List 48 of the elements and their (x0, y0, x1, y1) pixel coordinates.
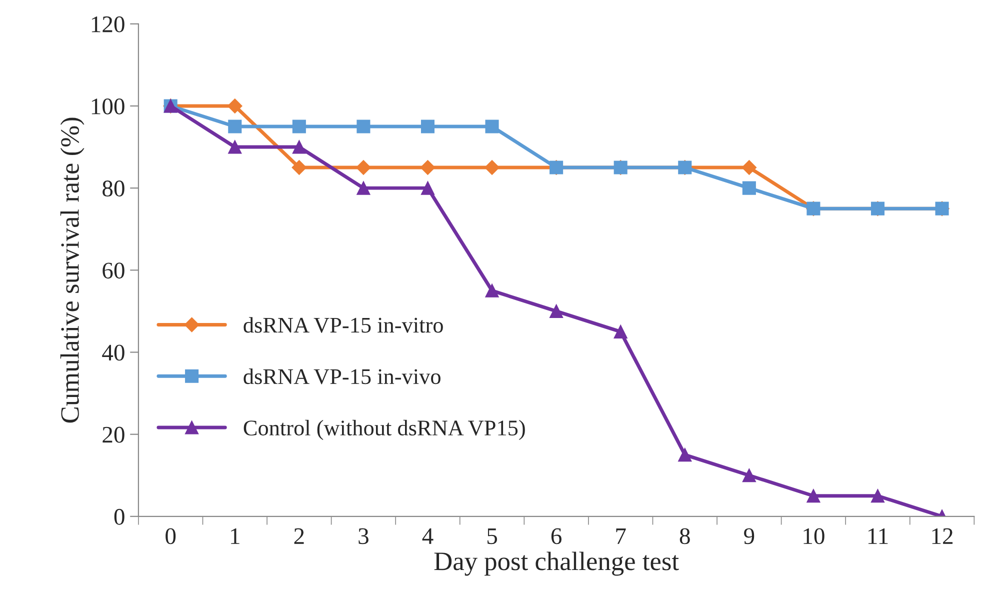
point (292, 120, 306, 134)
x-tick-label: 8 (680, 528, 690, 544)
y-tick-label: 100 (92, 98, 124, 114)
point (806, 489, 820, 503)
y-axis-title: Cumulative survival rate (%) (60, 118, 84, 423)
legend-label: dsRNA VP-15 in-vitro (244, 317, 443, 333)
point (485, 120, 499, 134)
x-tick-label: 3 (358, 528, 368, 544)
x-tick-label: 4 (422, 528, 434, 544)
x-tick-label: 2 (294, 528, 304, 544)
point (485, 284, 499, 298)
y-tick-label: 20 (102, 426, 124, 443)
point (227, 98, 242, 114)
point (484, 160, 500, 175)
point (742, 468, 756, 482)
x-tick-label: 7 (616, 528, 626, 544)
point (614, 324, 628, 338)
point (742, 181, 756, 195)
point (870, 489, 885, 503)
x-tick-label: 1 (231, 528, 240, 544)
point (356, 120, 370, 134)
point (228, 140, 242, 154)
y-tick-label: 40 (102, 344, 124, 361)
legend-label: Control (without dsRNA VP15) (244, 420, 525, 440)
point (420, 181, 435, 195)
y-tick-label: 0 (114, 508, 124, 525)
point (356, 181, 370, 195)
x-tick-label: 6 (551, 528, 562, 544)
point (292, 160, 307, 175)
y-tick-label: 60 (102, 262, 124, 279)
x-tick-label: 10 (804, 528, 824, 544)
point (742, 160, 757, 175)
x-tick-label: 9 (744, 528, 754, 544)
y-tick-label: 80 (102, 180, 124, 196)
y-tick-label: 120 (92, 16, 124, 32)
legend-label: dsRNA VP-15 in-vivo (244, 368, 440, 384)
x-tick-label: 0 (166, 528, 176, 544)
x-tick-label: 5 (487, 528, 498, 544)
point (356, 160, 371, 175)
x-axis-title: Day post challenge test (434, 552, 679, 576)
point (292, 140, 306, 154)
x-tick-label: 12 (932, 528, 953, 544)
point (678, 448, 692, 462)
point (420, 120, 435, 134)
point (420, 160, 436, 175)
x-tick-label: 11 (868, 528, 888, 544)
point (228, 120, 242, 134)
point (550, 304, 564, 318)
